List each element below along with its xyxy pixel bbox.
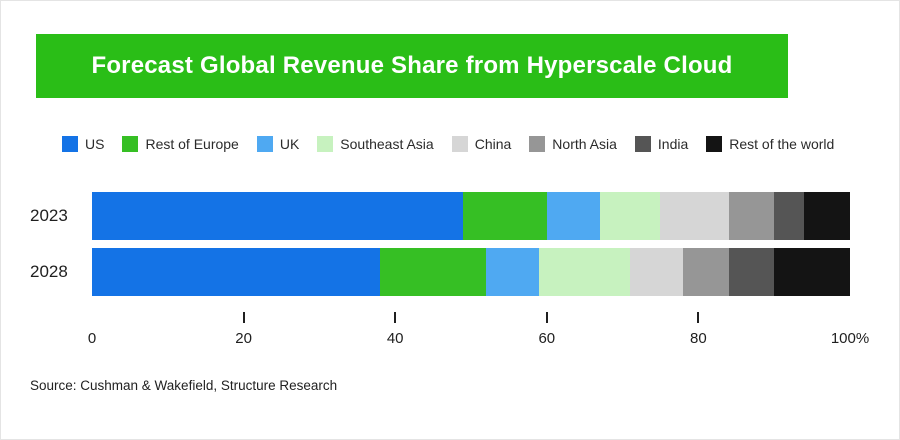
legend-swatch-icon <box>451 136 468 152</box>
bar-segment-north-asia <box>728 192 775 240</box>
x-axis-tick <box>394 312 397 323</box>
bar-segment-southeast-asia <box>539 248 631 296</box>
stacked-bar-2023 <box>92 192 850 240</box>
bar-segment-us <box>92 248 381 296</box>
legend-label: India <box>657 136 689 152</box>
source-note: Source: Cushman & Wakefield, Structure R… <box>30 378 338 393</box>
legend-label: China <box>474 136 512 152</box>
bar-rows: 2023 2028 <box>30 192 850 296</box>
bar-segment-rest-of-the-world <box>774 248 850 296</box>
legend-item-southeast-asia: Southeast Asia <box>317 136 434 152</box>
legend-item-uk: UK <box>256 136 300 152</box>
x-axis-tick <box>545 312 548 323</box>
bar-segment-uk <box>546 192 600 240</box>
chart-title-banner: Forecast Global Revenue Share from Hyper… <box>36 34 788 98</box>
legend-label: UK <box>279 136 300 152</box>
legend-item-north-asia: North Asia <box>529 136 617 152</box>
bar-segment-india <box>728 248 775 296</box>
legend-label: Rest of the world <box>729 136 835 152</box>
legend: US Rest of Europe UK Southeast Asia China Nor… <box>62 136 850 152</box>
legend-item-us: US <box>62 136 104 152</box>
bar-segment-uk <box>486 248 540 296</box>
x-axis-tick-label: 40 <box>386 330 404 347</box>
legend-label: Southeast Asia <box>340 136 434 152</box>
bar-row-label: 2028 <box>30 262 68 281</box>
bar-row-2023: 2023 <box>30 192 850 240</box>
x-axis-tick-label: 0 <box>87 330 97 347</box>
legend-swatch-icon <box>529 136 546 152</box>
legend-item-india: India <box>634 136 689 152</box>
plot-area: 2023 2028 0 20 40 60 80 100% <box>30 192 869 352</box>
bar-segment-china <box>660 192 729 240</box>
legend-swatch-icon <box>122 136 139 152</box>
bar-segment-rest-of-europe <box>463 192 547 240</box>
x-axis-tick <box>242 312 245 323</box>
x-axis-tick-label: 80 <box>690 330 707 347</box>
bar-segment-india <box>774 192 805 240</box>
bar-segment-rest-of-the-world <box>804 192 850 240</box>
legend-swatch-icon <box>706 136 723 152</box>
x-axis-tick-label: 20 <box>235 330 252 347</box>
x-axis-tick-label: 60 <box>538 330 556 347</box>
legend-label: North Asia <box>552 136 617 152</box>
x-axis: 0 20 40 60 80 100% <box>88 304 869 352</box>
legend-swatch-icon <box>256 136 273 152</box>
bar-segment-rest-of-europe <box>380 248 487 296</box>
legend-label: US <box>85 136 105 152</box>
legend-item-rest-of-europe: Rest of Europe <box>122 136 239 152</box>
x-axis-tick <box>697 312 700 323</box>
legend-item-china: China <box>451 136 512 152</box>
bar-row-2028: 2028 <box>30 248 850 296</box>
bar-segment-southeast-asia <box>599 192 661 240</box>
stacked-bar-2028 <box>92 248 850 296</box>
legend-swatch-icon <box>634 136 651 152</box>
bar-segment-china <box>630 248 684 296</box>
legend-label: Rest of Europe <box>145 136 239 152</box>
legend-swatch-icon <box>62 136 78 152</box>
bar-segment-us <box>92 192 464 240</box>
bar-segment-north-asia <box>683 248 729 296</box>
legend-swatch-icon <box>317 136 334 152</box>
x-axis-tick-label: 100% <box>830 330 870 347</box>
chart-title: Forecast Global Revenue Share from Hyper… <box>91 52 733 79</box>
bar-row-label: 2023 <box>30 206 68 225</box>
legend-item-rest-of-the-world: Rest of the world <box>706 136 834 152</box>
